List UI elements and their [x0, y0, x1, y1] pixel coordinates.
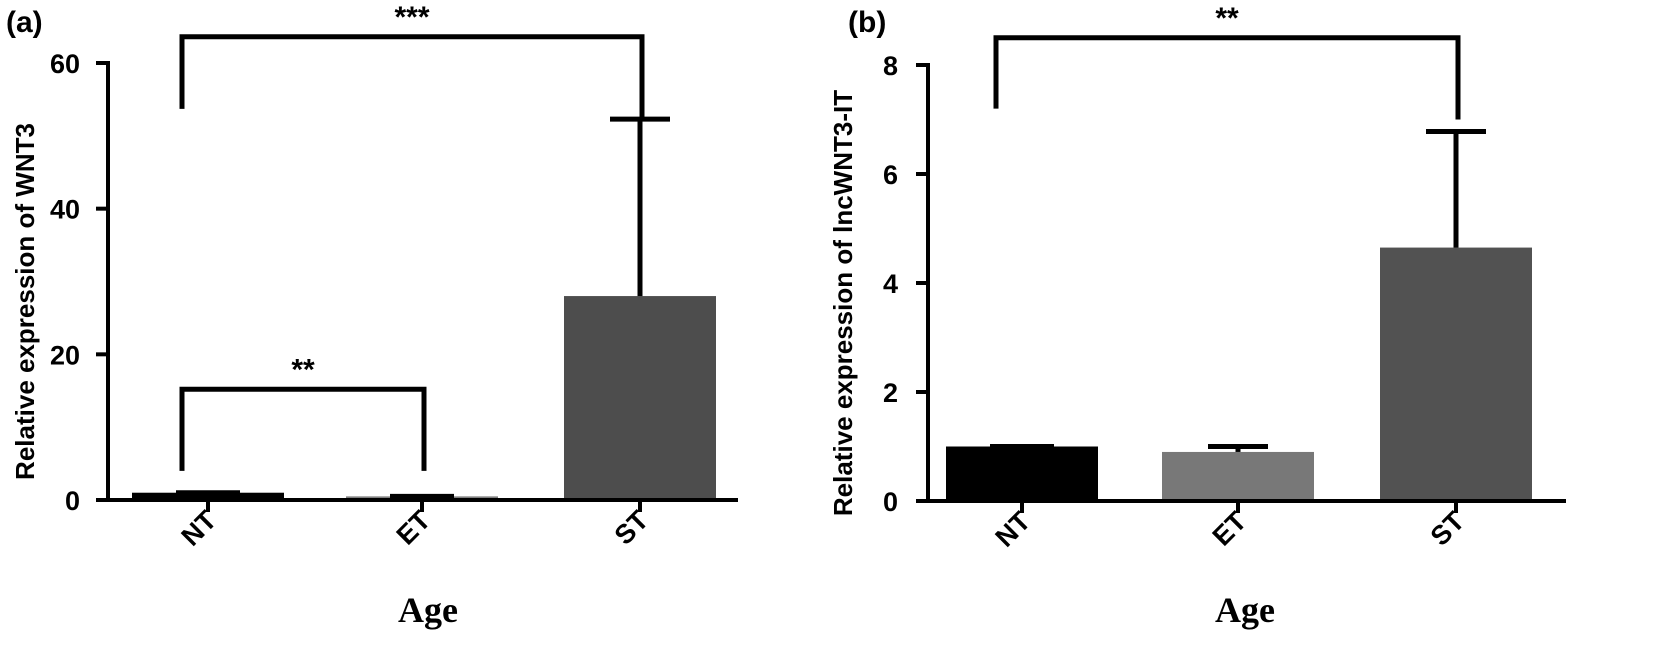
- y-tick-label: 0: [883, 487, 898, 517]
- y-axis-label: Relative expression of lncWNT3-IT: [828, 90, 858, 516]
- x-tick-label-nt: NT: [176, 505, 223, 552]
- x-axis-label: Age: [1215, 590, 1275, 630]
- significance-label: ***: [394, 1, 429, 34]
- significance-bracket: [179, 34, 645, 120]
- y-tick-label: 0: [65, 486, 80, 516]
- significance-label: **: [291, 353, 315, 386]
- x-tick-label-st: ST: [609, 505, 655, 551]
- bar-st: [564, 296, 716, 500]
- significance-bracket: [993, 35, 1461, 120]
- y-tick-label: 2: [883, 378, 898, 408]
- y-tick-label: 20: [50, 340, 80, 370]
- significance-label: **: [1215, 2, 1239, 35]
- x-tick-label-st: ST: [1425, 506, 1471, 552]
- bar-st: [1380, 247, 1532, 501]
- y-axis-label: Relative expression of WNT3: [10, 123, 40, 480]
- x-axis-label: Age: [398, 590, 458, 630]
- y-tick-label: 60: [50, 49, 80, 79]
- y-tick-label: 40: [50, 195, 80, 225]
- panel-label: (a): [6, 6, 43, 39]
- y-tick-label: 6: [883, 160, 898, 190]
- bar-nt: [946, 446, 1098, 501]
- x-tick-label-et: ET: [1207, 506, 1253, 552]
- x-tick-label-et: ET: [391, 505, 437, 551]
- x-tick-label-nt: NT: [990, 506, 1037, 553]
- y-tick-label: 8: [883, 51, 898, 81]
- significance-bracket: [179, 386, 427, 471]
- y-tick-label: 4: [883, 269, 898, 299]
- panel-label: (b): [848, 6, 886, 39]
- bar-et: [1162, 451, 1314, 501]
- bar-nt: [132, 492, 284, 500]
- chart-panel-1: (a) 0 20 40 60 NT ET ST Relative expression of W…: [6, 1, 738, 630]
- chart-panel-2: (b) 0 2 4 6 8 NT ET ST Relative expression of lnc…: [828, 2, 1566, 630]
